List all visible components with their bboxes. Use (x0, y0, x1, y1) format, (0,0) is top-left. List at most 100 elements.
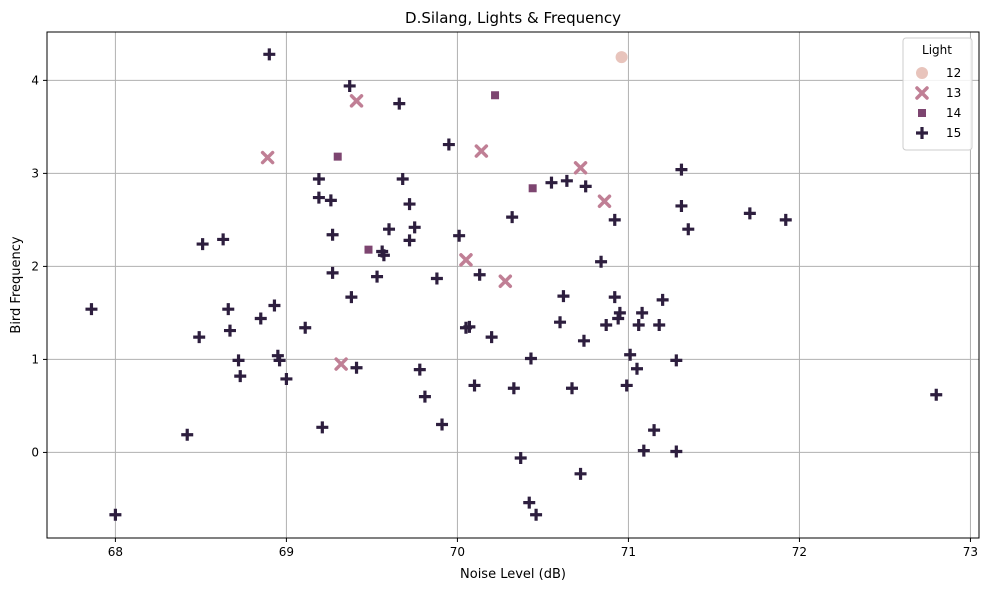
y-tick-label: 0 (31, 445, 39, 459)
data-point (498, 274, 513, 289)
data-point (554, 316, 567, 329)
data-point (930, 388, 943, 401)
legend-marker (918, 109, 926, 117)
data-point (263, 48, 276, 61)
data-point (574, 467, 587, 480)
data-point (109, 508, 122, 521)
data-point (573, 161, 588, 175)
legend-entry: 13 (915, 86, 961, 100)
data-point (514, 452, 527, 465)
y-axis-label: Bird Frequency (9, 236, 24, 333)
data-point (507, 382, 520, 395)
data-point (597, 194, 612, 209)
axis-ticks: 68 69 70 71 72 73 0 1 2 3 4 (31, 73, 978, 559)
data-point (326, 228, 339, 241)
legend-marker (916, 67, 928, 79)
data-point (326, 266, 339, 279)
x-tick-label: 69 (279, 545, 294, 559)
legend-marker (916, 127, 928, 139)
data-point (403, 198, 416, 211)
data-point (280, 372, 293, 385)
data-point (528, 184, 537, 193)
data-point (193, 331, 206, 344)
data-point (524, 352, 537, 365)
data-point (608, 213, 621, 226)
legend-label: 12 (946, 66, 961, 80)
data-point (217, 233, 230, 246)
x-tick-label: 72 (792, 545, 807, 559)
data-point (364, 245, 373, 254)
data-point (393, 97, 406, 110)
data-point (343, 79, 356, 92)
y-tick-label: 1 (31, 352, 39, 366)
data-point (560, 174, 573, 187)
data-point (577, 334, 590, 347)
data-point (349, 94, 364, 108)
data-point (181, 428, 194, 441)
data-point (565, 382, 578, 395)
legend-entry: 14 (918, 106, 961, 120)
data-point (273, 354, 286, 367)
legend-box (902, 37, 973, 151)
data-point (333, 152, 342, 161)
data-point (222, 303, 235, 316)
legend-label: 13 (946, 86, 961, 100)
data-point (232, 354, 245, 367)
data-points (85, 48, 943, 521)
x-tick-label: 68 (108, 545, 123, 559)
legend: Light 12 13 14 15 (902, 37, 973, 151)
legend-label: 15 (946, 126, 961, 140)
data-point (345, 291, 358, 304)
data-point (453, 229, 466, 242)
data-point (579, 180, 592, 193)
data-point (459, 253, 473, 267)
data-point (377, 249, 390, 262)
data-point (743, 207, 756, 220)
data-point (506, 211, 519, 224)
legend-entry: 12 (916, 66, 961, 80)
data-point (557, 290, 570, 303)
data-point (260, 150, 275, 165)
data-point (312, 172, 325, 185)
data-point (670, 445, 683, 458)
data-point (624, 348, 637, 361)
data-point (324, 194, 337, 207)
data-point (299, 321, 312, 334)
legend-title: Light (922, 43, 952, 57)
data-point (85, 303, 98, 316)
data-point (316, 421, 329, 434)
data-point (196, 238, 209, 251)
data-point (630, 362, 643, 375)
data-point (485, 331, 498, 344)
data-point (396, 172, 409, 185)
data-point (383, 223, 396, 236)
data-point (442, 138, 455, 151)
data-point (636, 306, 649, 319)
data-point (408, 221, 421, 234)
data-point (334, 357, 348, 371)
data-point (670, 354, 683, 367)
data-point (468, 379, 481, 392)
data-point (413, 363, 426, 376)
data-point (653, 318, 666, 331)
x-tick-label: 73 (963, 545, 978, 559)
x-tick-label: 70 (450, 545, 465, 559)
data-point (234, 370, 247, 383)
data-point (371, 270, 384, 283)
data-point (648, 424, 661, 437)
data-point (530, 508, 543, 521)
data-point (350, 361, 363, 374)
data-point (473, 268, 486, 281)
data-point (418, 390, 431, 403)
data-point (615, 51, 628, 64)
plot-area (47, 32, 979, 538)
data-point (682, 223, 695, 236)
data-point (463, 320, 476, 333)
data-point (656, 293, 669, 306)
legend-marker (915, 86, 929, 100)
data-point (523, 496, 536, 509)
data-point (474, 144, 489, 158)
x-axis-label: Noise Level (dB) (460, 567, 566, 582)
data-point (430, 272, 443, 285)
chart-title: D.Silang, Lights & Frequency (405, 9, 621, 27)
